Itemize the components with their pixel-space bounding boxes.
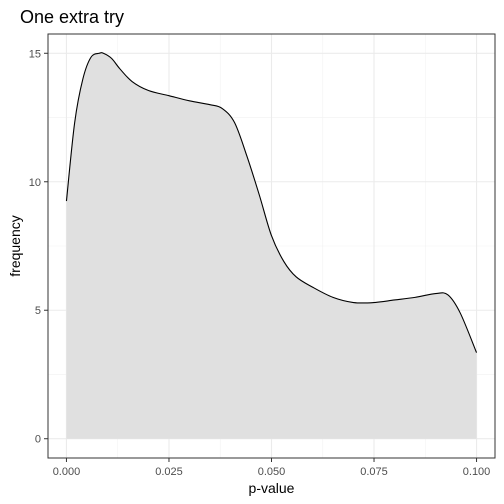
x-tick-label: 0.075 bbox=[360, 466, 388, 478]
x-axis-title: p-value bbox=[249, 480, 295, 496]
x-tick-label: 0.050 bbox=[258, 466, 286, 478]
x-tick-label: 0.100 bbox=[463, 466, 491, 478]
x-axis: 0.000 0.025 0.050 0.075 0.100 bbox=[53, 458, 491, 478]
x-tick-label: 0.025 bbox=[155, 466, 183, 478]
y-axis: 0 5 10 15 bbox=[29, 48, 48, 446]
y-axis-title: frequency bbox=[7, 215, 23, 276]
y-tick-label: 15 bbox=[29, 48, 41, 60]
density-line bbox=[65, 52, 478, 353]
y-tick-label: 10 bbox=[29, 177, 41, 189]
y-tick-label: 5 bbox=[35, 305, 41, 317]
chart-title: One extra try bbox=[20, 7, 124, 27]
x-tick-label: 0.000 bbox=[53, 466, 81, 478]
density-area bbox=[66, 52, 477, 439]
y-tick-label: 0 bbox=[35, 434, 41, 446]
